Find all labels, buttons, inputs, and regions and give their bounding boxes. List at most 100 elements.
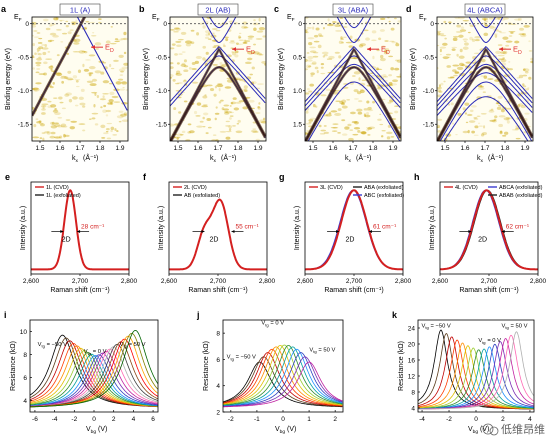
intensity-speck (471, 38, 476, 42)
intensity-speck (337, 131, 341, 134)
intensity-speck (243, 39, 247, 44)
fwhm-label: 62 cm⁻¹ (506, 223, 530, 230)
x-tick-label: 2 (333, 416, 337, 423)
intensity-speck (36, 50, 40, 53)
intensity-speck (82, 129, 86, 132)
intensity-speck (38, 56, 42, 59)
y-tick-label: 1.5 (293, 122, 302, 129)
intensity-speck (490, 108, 494, 110)
intensity-speck (80, 88, 85, 93)
intensity-speck (207, 32, 211, 35)
resistance-curve (223, 346, 343, 406)
intensity-speck (524, 70, 529, 74)
plot-bg (170, 17, 266, 141)
panel-letter: c (274, 4, 279, 14)
intensity-speck (173, 136, 181, 139)
intensity-speck (347, 123, 352, 127)
intensity-speck (390, 83, 398, 86)
gate-voltage-symbol: Vtg (502, 323, 509, 330)
intensity-speck (443, 80, 446, 83)
intensity-speck (326, 58, 333, 60)
gate-voltage-symbol: Vtg (227, 355, 234, 362)
intensity-speck (88, 118, 92, 120)
raman-panel-f: f 2L (CVD) AB (exfoliated) 55 cm⁻¹ 2D 2,600 2,… (143, 172, 276, 294)
intensity-speck (234, 22, 238, 25)
intensity-speck (455, 30, 463, 34)
x-axis-unit: (V) (98, 426, 107, 433)
gate-voltage-symbol: Vtg (421, 323, 428, 330)
intensity-speck (224, 111, 229, 113)
intensity-speck (194, 60, 199, 64)
intensity-speck (88, 72, 94, 74)
intensity-speck (110, 101, 114, 105)
intensity-speck (308, 119, 314, 122)
intensity-speck (176, 82, 183, 84)
intensity-speck (305, 122, 312, 125)
y-axis-label: Resistance (kΩ) (203, 341, 210, 391)
intensity-speck (39, 122, 44, 125)
intensity-speck (40, 104, 47, 108)
intensity-speck (334, 112, 342, 117)
gate-voltage-symbol: Vtg (261, 321, 268, 328)
x-tick-label: 1.6 (55, 145, 64, 152)
intensity-speck (367, 70, 371, 72)
intensity-speck (110, 126, 115, 131)
intensity-speck (35, 118, 39, 121)
y-tick-label: 0 (25, 21, 29, 28)
resistance-curves (30, 329, 158, 408)
intensity-speck (360, 131, 367, 135)
intensity-speck (320, 94, 327, 97)
intensity-speck (56, 124, 63, 128)
intensity-speck (183, 100, 188, 103)
intensity-speck (522, 83, 525, 87)
intensity-speck (314, 66, 319, 70)
arpes-panel-b: b 2L (AB) EF0 -0.5 -1.0 -1.5 1.5 1.6 1.7 1.8 1.9 kx… (139, 3, 267, 164)
intensity-speck (454, 71, 460, 74)
y-tick-label: 8 (411, 390, 415, 397)
intensity-speck (238, 36, 242, 39)
intensity-speck (224, 112, 230, 115)
raman-curve (31, 189, 129, 270)
intensity-speck (252, 131, 259, 133)
resistance-curve (223, 352, 343, 407)
intensity-speck (202, 57, 206, 61)
intensity-speck (78, 50, 86, 54)
band-line (305, 55, 401, 107)
intensity-speck (323, 114, 328, 117)
intensity-speck (372, 100, 376, 104)
intensity-speck (214, 112, 220, 115)
intensity-speck (320, 129, 326, 132)
intensity-speck (202, 116, 205, 120)
intensity-speck (318, 124, 322, 128)
intensity-speck (449, 76, 455, 78)
intensity-speck (120, 113, 127, 117)
fwhm-arrowhead (336, 229, 340, 233)
intensity-speck (98, 18, 102, 20)
intensity-speck (173, 27, 180, 30)
title-box (332, 3, 374, 16)
intensity-speck (180, 63, 187, 67)
intensity-speck (58, 19, 65, 22)
band-line (443, 96, 529, 141)
gate-voltage-value: = 50 V (511, 323, 528, 329)
intensity-speck (203, 104, 208, 106)
panel-letter: f (143, 172, 147, 182)
x-axis-label: Raman shift (cm⁻¹) (50, 287, 109, 294)
intensity-speck (489, 95, 492, 97)
intensity-speck (451, 122, 455, 125)
x-axis-unit: (V) (480, 426, 489, 433)
intensity-speck (522, 85, 527, 88)
intensity-speck (452, 69, 457, 72)
intensity-speck (214, 117, 217, 121)
intensity-speck (518, 74, 524, 79)
intensity-speck (397, 126, 401, 130)
resistance-curve (223, 361, 343, 408)
intensity-speck (64, 134, 70, 137)
intensity-speck (312, 26, 315, 30)
y-tick-label: 24 (408, 326, 416, 333)
intensity-speck (72, 51, 80, 53)
x-axis-label: Raman shift (cm⁻¹) (459, 287, 518, 294)
intensity-speck (508, 31, 516, 33)
intensity-speck (489, 25, 495, 29)
intensity-speck (199, 22, 203, 26)
